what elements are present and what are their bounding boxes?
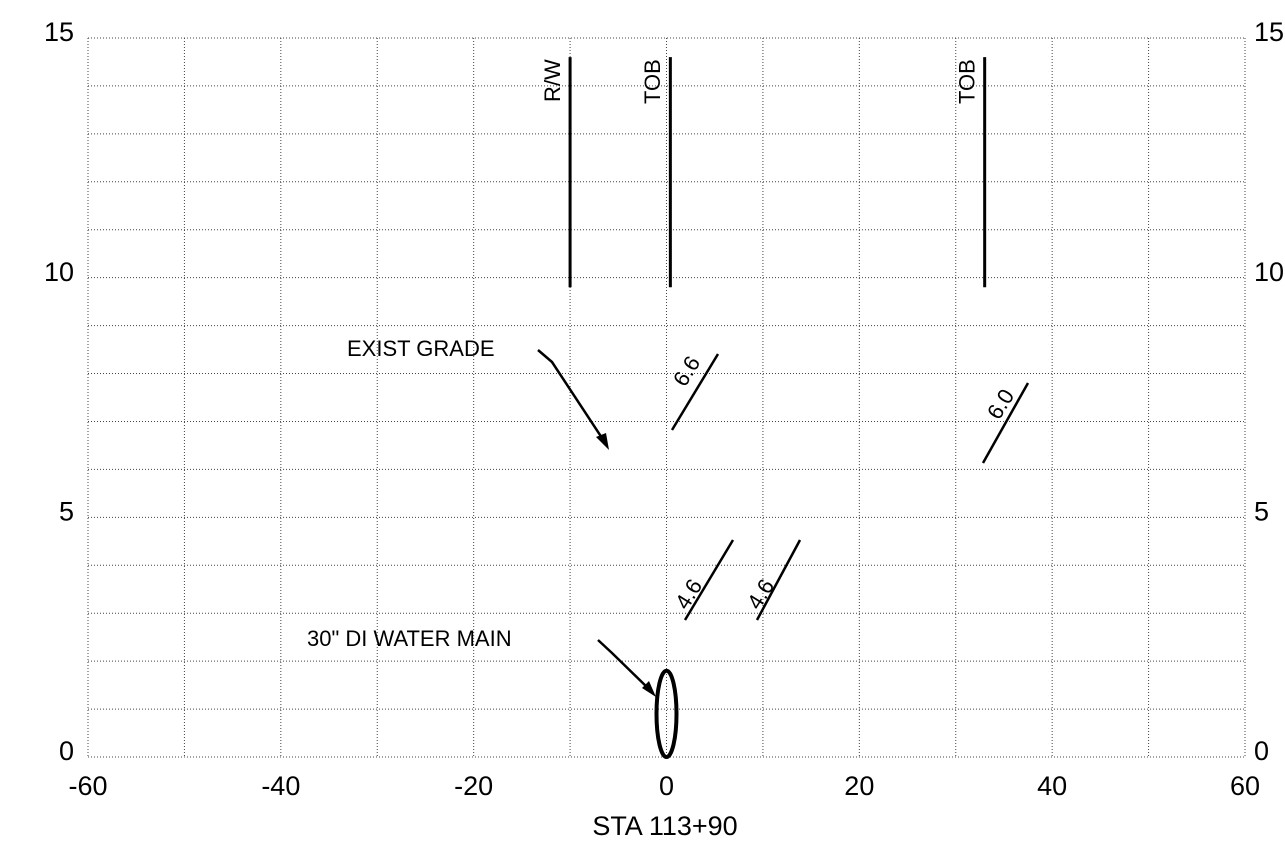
- y-tick-label: 10: [44, 257, 74, 287]
- leader-line: [981, 382, 1030, 464]
- elevation-label: 4.6: [742, 575, 779, 614]
- elevation-label: 4.6: [670, 575, 707, 614]
- pipe: [654, 668, 679, 759]
- x-axis-label: STA 113+90: [592, 811, 737, 841]
- marker-label: TOB: [640, 59, 665, 104]
- elevation-label: 6.0: [982, 385, 1019, 424]
- x-tick-label: -20: [454, 771, 493, 801]
- y2-tick-label: 0: [1254, 736, 1269, 766]
- x-tick-label: 20: [844, 771, 874, 801]
- x-tick-label: -40: [261, 771, 300, 801]
- grade-callout: EXIST GRADE: [347, 336, 495, 361]
- marker-label: R/W: [540, 59, 565, 102]
- leader-line: [755, 539, 802, 621]
- y-tick-label: 5: [59, 496, 74, 526]
- x-tick-label: 60: [1230, 771, 1260, 801]
- callout-leader: [597, 639, 653, 693]
- x-tick-label: 40: [1037, 771, 1067, 801]
- callout-leader: [537, 349, 608, 445]
- y-tick-label: 0: [59, 736, 74, 766]
- marker-label: TOB: [954, 59, 979, 104]
- arrowhead: [642, 681, 656, 697]
- x-tick-label: 0: [659, 771, 674, 801]
- y-tick-label: 15: [44, 17, 74, 47]
- leader-line: [683, 539, 735, 621]
- x-tick-label: -60: [68, 771, 107, 801]
- pipe-callout: 30" DI WATER MAIN: [307, 626, 512, 651]
- y2-tick-label: 10: [1254, 257, 1284, 287]
- y2-tick-label: 15: [1254, 17, 1284, 47]
- arrowhead: [596, 433, 609, 450]
- y2-tick-label: 5: [1254, 496, 1269, 526]
- leader-line: [670, 353, 720, 431]
